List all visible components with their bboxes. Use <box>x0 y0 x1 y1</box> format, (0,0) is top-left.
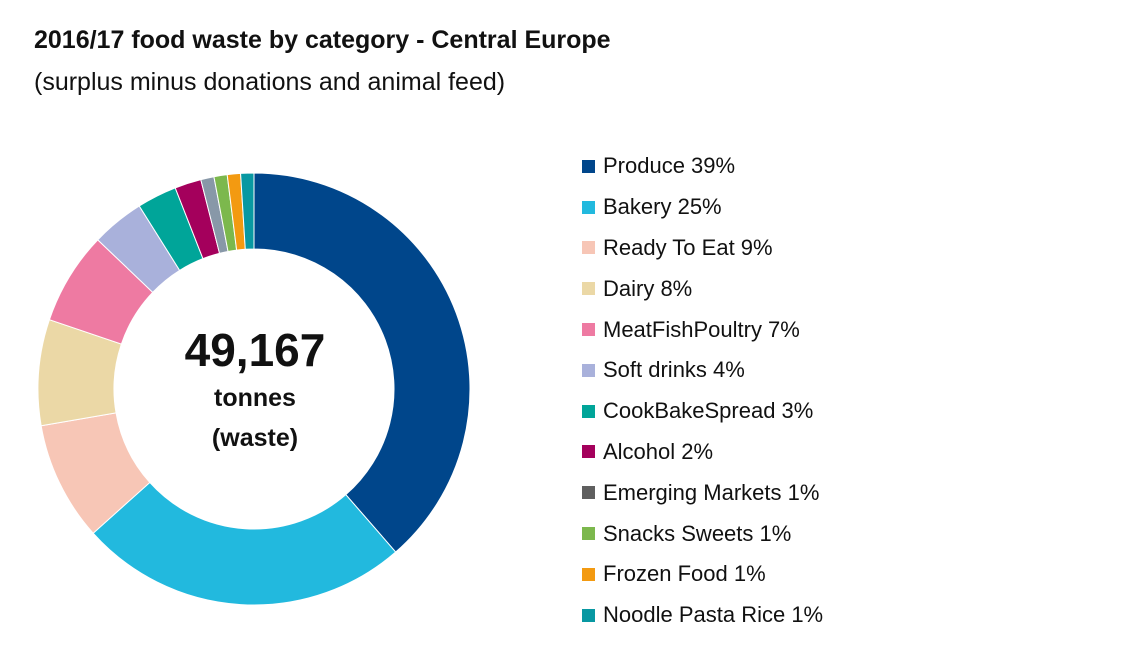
donut-center-label: 49,167 tonnes (waste) <box>140 322 370 458</box>
legend-item: CookBakeSpread 3% <box>582 391 823 432</box>
legend-swatch <box>582 323 595 337</box>
legend-label: Soft drinks 4% <box>603 357 745 383</box>
legend-swatch <box>582 200 595 214</box>
legend-label: Alcohol 2% <box>603 438 714 464</box>
legend-swatch <box>582 527 595 541</box>
legend-item: Ready To Eat 9% <box>582 228 823 269</box>
legend-swatch <box>582 486 595 500</box>
slice-produce <box>253 172 471 553</box>
legend-item: Dairy 8% <box>582 268 823 309</box>
legend-item: Alcohol 2% <box>582 432 823 473</box>
total-unit: tonnes <box>214 384 296 412</box>
legend-item: Noodle Pasta Rice 1% <box>582 595 823 636</box>
legend-swatch <box>582 241 595 255</box>
total-value: 49,167 <box>184 324 326 376</box>
legend-label: Snacks Sweets 1% <box>603 520 792 546</box>
legend-label: Noodle Pasta Rice 1% <box>603 602 824 628</box>
chart-subtitle: (surplus minus donations and animal feed… <box>34 68 506 96</box>
legend-swatch <box>582 567 595 581</box>
legend-item: Frozen Food 1% <box>582 554 823 595</box>
legend-swatch <box>582 282 595 296</box>
legend-label: Dairy 8% <box>603 275 693 301</box>
legend-swatch <box>582 363 595 377</box>
legend-item: MeatFishPoultry 7% <box>582 309 823 350</box>
legend-item: Emerging Markets 1% <box>582 472 823 513</box>
legend-label: MeatFishPoultry 7% <box>603 316 800 342</box>
legend-item: Soft drinks 4% <box>582 350 823 391</box>
donut-chart <box>37 172 471 606</box>
legend-swatch <box>582 159 595 173</box>
legend-item: Snacks Sweets 1% <box>582 513 823 554</box>
legend-label: Emerging Markets 1% <box>603 479 820 505</box>
legend-swatch <box>582 608 595 622</box>
legend-swatch <box>582 404 595 418</box>
chart-legend: Produce 39% Bakery 25% Ready To Eat 9% Dair… <box>582 146 823 636</box>
legend-label: Bakery 25% <box>603 194 722 220</box>
legend-label: Produce 39% <box>603 153 736 179</box>
slice-bakery <box>92 481 397 606</box>
legend-label: Frozen Food 1% <box>603 561 766 587</box>
slice-noodle-pasta-rice <box>240 172 255 250</box>
legend-item: Bakery 25% <box>582 187 823 228</box>
chart-title: 2016/17 food waste by category - Central… <box>34 26 611 54</box>
legend-label: CookBakeSpread 3% <box>603 398 814 424</box>
legend-item: Produce 39% <box>582 146 823 187</box>
total-qualifier: (waste) <box>211 424 299 452</box>
legend-swatch <box>582 445 595 459</box>
legend-label: Ready To Eat 9% <box>603 234 773 260</box>
